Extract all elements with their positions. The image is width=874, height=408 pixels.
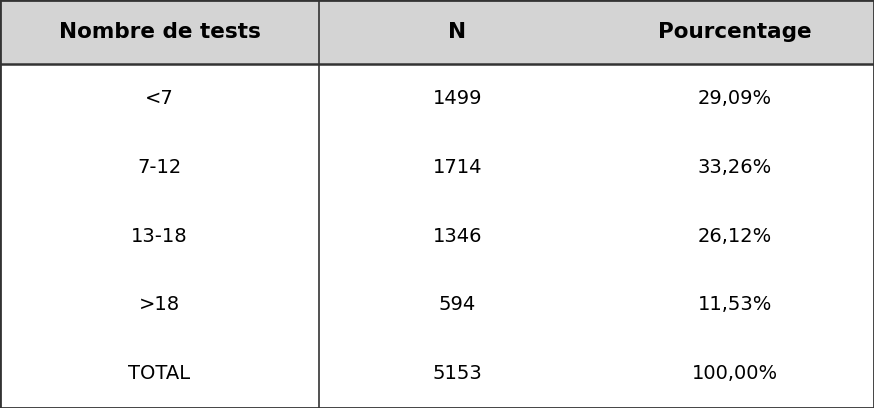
Text: 1346: 1346 [433,227,482,246]
Text: 1499: 1499 [433,89,482,108]
Text: 5153: 5153 [433,364,482,383]
Text: 1714: 1714 [433,158,482,177]
Text: 11,53%: 11,53% [697,295,773,315]
Bar [0,0,874,64]
Text: <7: <7 [145,89,174,108]
Text: 594: 594 [439,295,476,315]
Text: 26,12%: 26,12% [698,227,772,246]
Text: >18: >18 [139,295,180,315]
Text: Nombre de tests: Nombre de tests [59,22,260,42]
Text: 7-12: 7-12 [137,158,182,177]
Text: TOTAL: TOTAL [128,364,191,383]
Text: Pourcentage: Pourcentage [658,22,812,42]
Text: 13-18: 13-18 [131,227,188,246]
Text: 100,00%: 100,00% [692,364,778,383]
Text: N: N [448,22,467,42]
Text: 33,26%: 33,26% [698,158,772,177]
Text: 29,09%: 29,09% [698,89,772,108]
